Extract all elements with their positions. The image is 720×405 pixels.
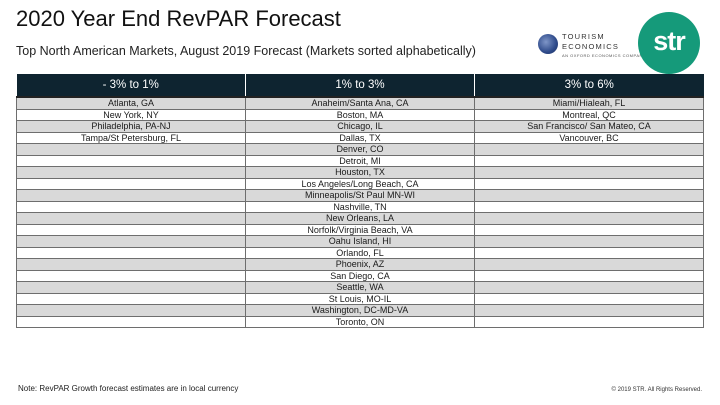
table-row: Houston, TX — [16, 166, 704, 179]
table-cell — [16, 281, 246, 294]
table-row: Minneapolis/St Paul MN-WI — [16, 189, 704, 202]
table-row: Toronto, ON — [16, 315, 704, 328]
table-cell — [474, 212, 704, 225]
table-cell: Boston, MA — [245, 108, 475, 121]
table-cell: Detroit, MI — [245, 154, 475, 167]
table-cell — [474, 235, 704, 248]
table-cell: Los Angeles/Long Beach, CA — [245, 177, 475, 190]
table-cell — [474, 269, 704, 282]
copyright: © 2019 STR. All Rights Reserved. — [611, 387, 702, 393]
str-logo: str — [638, 12, 700, 74]
column-header-high: 3% to 6% — [474, 74, 704, 97]
column-header-low: - 3% to 1% — [16, 74, 246, 97]
table-cell — [474, 200, 704, 213]
table-row: Atlanta, GA Anaheim/Santa Ana, CA Miami/Hi… — [16, 96, 704, 110]
table-cell — [16, 235, 246, 248]
footnote: Note: RevPAR Growth forecast estimates a… — [18, 384, 239, 393]
table-cell: Oahu Island, HI — [245, 235, 475, 248]
table-cell: New York, NY — [16, 108, 246, 121]
table-cell: Phoenix, AZ — [245, 258, 475, 271]
table-cell — [16, 189, 246, 202]
table-row: Nashville, TN — [16, 200, 704, 213]
table-cell — [16, 177, 246, 190]
table-row: Philadelphia, PA-NJ Chicago, IL San Franci… — [16, 120, 704, 133]
te-logo-tagline: AN OXFORD ECONOMICS COMPANY — [562, 53, 647, 58]
table-cell — [474, 246, 704, 259]
column-header-mid: 1% to 3% — [245, 74, 475, 97]
table-cell — [16, 246, 246, 259]
table-cell — [474, 292, 704, 305]
table-cell — [16, 212, 246, 225]
table-row: Orlando, FL — [16, 246, 704, 259]
table-cell: Tampa/St Petersburg, FL — [16, 131, 246, 144]
table-header-row: - 3% to 1% 1% to 3% 3% to 6% — [16, 74, 704, 97]
table-cell: Orlando, FL — [245, 246, 475, 259]
te-logo-line2: ECONOMICS — [562, 42, 620, 51]
table-row: New Orleans, LA — [16, 212, 704, 225]
table-cell — [16, 143, 246, 156]
table-cell — [474, 258, 704, 271]
table-cell: Montreal, QC — [474, 108, 704, 121]
table-cell — [16, 200, 246, 213]
table-cell: Seattle, WA — [245, 281, 475, 294]
table-cell: Vancouver, BC — [474, 131, 704, 144]
table-row: Los Angeles/Long Beach, CA — [16, 177, 704, 190]
table-cell: Anaheim/Santa Ana, CA — [245, 96, 475, 110]
table-cell — [474, 315, 704, 328]
table-cell — [474, 304, 704, 317]
table-cell — [16, 304, 246, 317]
te-logo-line1: TOURISM — [562, 32, 605, 41]
table-row: Phoenix, AZ — [16, 258, 704, 271]
table-row: Washington, DC-MD-VA — [16, 304, 704, 317]
table-cell — [16, 258, 246, 271]
table-cell — [16, 292, 246, 305]
table-cell: Atlanta, GA — [16, 96, 246, 110]
table-row: Seattle, WA — [16, 281, 704, 294]
table-row: San Diego, CA — [16, 269, 704, 282]
table-cell: Toronto, ON — [245, 315, 475, 328]
table-cell: Dallas, TX — [245, 131, 475, 144]
table-cell — [474, 166, 704, 179]
table-row: Tampa/St Petersburg, FL Dallas, TX Vancouv… — [16, 131, 704, 144]
table-cell: Washington, DC-MD-VA — [245, 304, 475, 317]
table-cell — [16, 154, 246, 167]
table-cell: San Diego, CA — [245, 269, 475, 282]
str-logo-text: str — [653, 25, 686, 56]
table-row: St Louis, MO-IL — [16, 292, 704, 305]
table-row: Norfolk/Virginia Beach, VA — [16, 223, 704, 236]
globe-icon — [538, 34, 558, 54]
table-row: Denver, CO — [16, 143, 704, 156]
table-cell: San Francisco/ San Mateo, CA — [474, 120, 704, 133]
page-subtitle: Top North American Markets, August 2019 … — [16, 44, 476, 58]
table-cell: New Orleans, LA — [245, 212, 475, 225]
table-cell: Miami/Hialeah, FL — [474, 96, 704, 110]
table-cell: Minneapolis/St Paul MN-WI — [245, 189, 475, 202]
table-cell — [16, 315, 246, 328]
table-cell: Nashville, TN — [245, 200, 475, 213]
table-cell — [16, 223, 246, 236]
table-cell — [474, 143, 704, 156]
table-cell — [474, 281, 704, 294]
page-title: 2020 Year End RevPAR Forecast — [16, 6, 341, 31]
markets-table: - 3% to 1% 1% to 3% 3% to 6% Atlanta, GA… — [16, 74, 704, 328]
table-cell: Norfolk/Virginia Beach, VA — [245, 223, 475, 236]
table-row: Detroit, MI — [16, 154, 704, 167]
table-cell — [474, 177, 704, 190]
table-cell: Denver, CO — [245, 143, 475, 156]
table-cell — [474, 154, 704, 167]
table-cell: Philadelphia, PA-NJ — [16, 120, 246, 133]
table-cell: St Louis, MO-IL — [245, 292, 475, 305]
table-cell — [16, 166, 246, 179]
table-cell: Houston, TX — [245, 166, 475, 179]
table-cell — [16, 269, 246, 282]
table-row: Oahu Island, HI — [16, 235, 704, 248]
table-row: New York, NY Boston, MA Montreal, QC — [16, 108, 704, 121]
table-cell — [474, 189, 704, 202]
table-cell — [474, 223, 704, 236]
table-cell: Chicago, IL — [245, 120, 475, 133]
tourism-economics-logo: TOURISM ECONOMICS AN OXFORD ECONOMICS CO… — [538, 30, 646, 60]
